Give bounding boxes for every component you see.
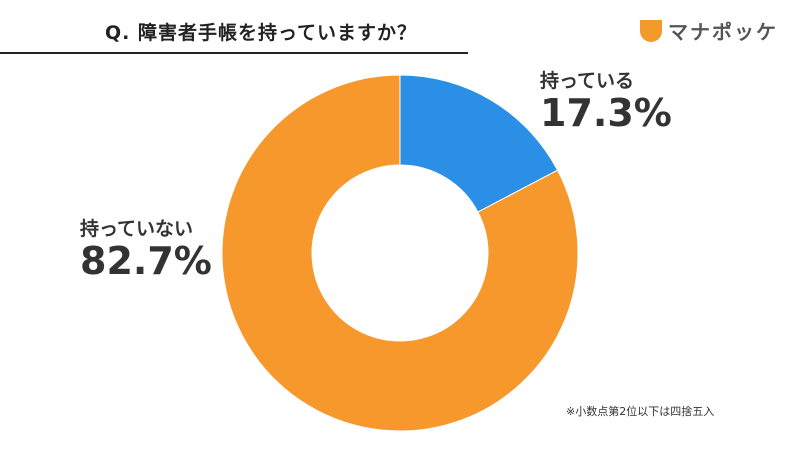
footnote: ※小数点第2位以下は四捨五入 [566,405,715,418]
label-yes-value: 17.3% [540,91,672,135]
label-no-value: 82.7% [80,239,212,283]
manapokke-logo-icon [640,19,662,42]
label-yes: 持っている 17.3% [540,66,672,135]
donut-slice-no [221,74,579,432]
title-underline [0,52,468,54]
label-yes-name: 持っている [540,70,635,92]
donut-slice-yes [399,74,559,213]
logo: マナポッケ [640,16,778,45]
chart-title: Q. 障害者手帳を持っていますか？ [105,22,418,44]
label-no: 持っていない 82.7% [80,214,212,283]
label-no-name: 持っていない [80,218,194,240]
logo-text: マナポッケ [668,20,778,44]
